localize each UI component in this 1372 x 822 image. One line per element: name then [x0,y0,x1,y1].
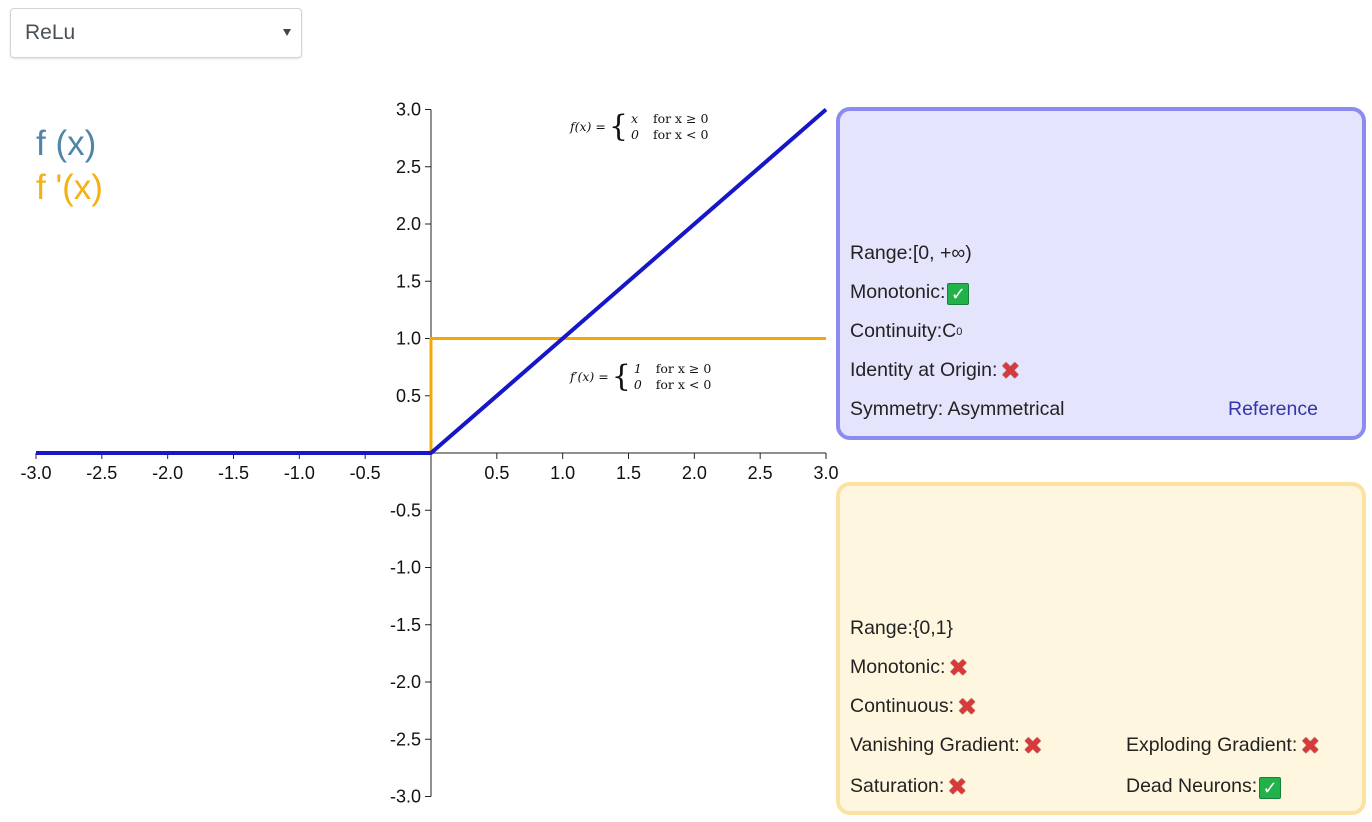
cross-icon: ✖ [1000,357,1021,385]
x-tick-label: -2.5 [86,463,117,483]
activation-select[interactable]: ReLu [10,8,302,58]
df-saturation: Saturation: ✖ [850,773,968,801]
df-continuous: Continuous: ✖ [850,693,978,721]
df-case-2-value: 0 [633,377,642,392]
legend-f: f (x) [36,124,97,163]
x-tick-label: -1.5 [218,463,249,483]
df-case-1-cond: for x ≥ 0 [655,361,712,376]
df-monotonic: Monotonic: ✖ [850,654,969,682]
y-tick-label: -3.0 [390,787,421,807]
df-exploding: Exploding Gradient: ✖ [1126,732,1321,760]
derivative-properties-panel: Range: {0,1} Monotonic: ✖ Continuous: ✖ … [836,482,1366,815]
f-monotonic-label: Monotonic: [850,281,946,303]
f-range-value: [0, +∞) [912,242,972,264]
f-monotonic: Monotonic: ✓ [850,281,970,305]
x-tick-label: 0.5 [484,463,509,483]
df-vanishing-label: Vanishing Gradient: [850,734,1020,756]
f-range: Range: [0, +∞) [850,242,972,265]
cross-icon: ✖ [948,654,969,682]
chevron-down-icon [283,29,291,36]
cross-icon: ✖ [957,693,978,721]
x-tick-label: 2.5 [748,463,773,483]
x-tick-label: 2.0 [682,463,707,483]
f-continuity-sup: 0 [956,325,963,338]
df-range-value: {0,1} [912,617,954,639]
df-series-line [35,337,827,455]
function-properties-panel: Range: [0, +∞) Monotonic: ✓ Continuity: … [836,107,1366,440]
reference-link[interactable]: Reference [1228,398,1318,420]
y-tick-label: -1.5 [390,615,421,635]
df-formula-brace: { [611,358,631,394]
f-symmetry: Symmetry: Asymmetrical [850,398,1065,420]
f-continuity-value: C [942,320,957,342]
chart-legend: f (x) f '(x) [36,122,103,210]
check-icon: ✓ [947,282,970,305]
df-case-2-cond: for x < 0 [655,377,712,392]
y-tick-label: 2.0 [396,214,421,234]
f-series-line [35,107,828,455]
cross-icon: ✖ [1022,732,1043,760]
y-tick-label: 3.0 [396,100,421,120]
check-icon: ✓ [1259,776,1282,799]
f-continuity-label: Continuity: [850,320,943,342]
df-case-1-value: 1 [633,361,642,376]
f-formula: f(x) = { x for x ≥ 0 0 for x < 0 [570,111,708,142]
df-monotonic-label: Monotonic: [850,656,946,678]
y-tick-label: 2.5 [396,157,421,177]
f-case-2-value: 0 [630,127,639,142]
df-exploding-label: Exploding Gradient: [1126,734,1298,756]
df-formula-lhs: f′(x) = [570,369,609,384]
f-formula-brace: { [608,108,628,144]
df-continuous-label: Continuous: [850,695,955,717]
f-identity-label: Identity at Origin: [850,359,998,381]
y-tick-label: -2.5 [390,729,421,749]
df-formula: f′(x) = { 1 for x ≥ 0 0 for x < 0 [570,361,711,392]
df-range: Range: {0,1} [850,617,953,640]
cross-icon: ✖ [947,773,968,801]
y-tick-label: -1.0 [390,558,421,578]
cross-icon: ✖ [1300,732,1321,760]
y-tick-label: 1.0 [396,329,421,349]
df-saturation-label: Saturation: [850,775,945,797]
y-tick-label: 1.5 [396,271,421,291]
x-tick-label: -1.0 [284,463,315,483]
f-case-1-cond: for x ≥ 0 [652,111,709,126]
df-dead-neurons: Dead Neurons: ✓ [1126,775,1282,799]
y-tick-label: -2.0 [390,672,421,692]
f-case-1-value: x [630,111,639,126]
df-vanishing: Vanishing Gradient: ✖ [850,732,1044,760]
f-range-label: Range: [850,242,913,264]
x-tick-label: -0.5 [350,463,381,483]
x-tick-label: 1.5 [616,463,641,483]
legend-df: f '(x) [36,168,103,207]
f-formula-lhs: f(x) = [570,119,606,134]
f-identity: Identity at Origin: ✖ [850,357,1021,385]
x-tick-label: -2.0 [152,463,183,483]
x-tick-label: -3.0 [20,463,51,483]
function-chart: -3.0 -2.5 -2.0 -1.5 -1.0 -0.5 0.5 1.0 1.5 2.0 2.5 3… [20,100,838,807]
activation-select-value: ReLu [25,21,76,44]
y-tick-label: 0.5 [396,386,421,406]
df-range-label: Range: [850,617,913,639]
x-tick-label: 1.0 [550,463,575,483]
df-dead-label: Dead Neurons: [1126,775,1258,797]
f-case-2-cond: for x < 0 [652,127,709,142]
y-tick-label: -0.5 [390,500,421,520]
x-tick-label: 3.0 [813,463,838,483]
